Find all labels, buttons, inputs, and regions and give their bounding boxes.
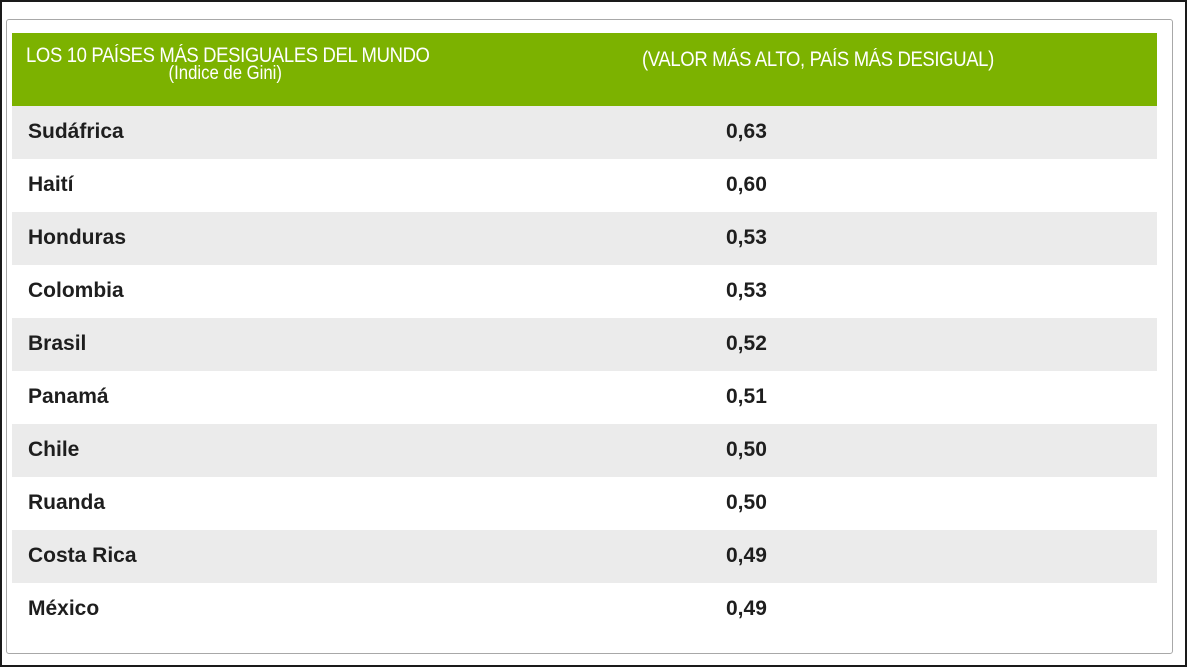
country-cell: Panamá [28,385,109,408]
gini-value-cell: 0,63 [726,120,767,143]
gini-value-cell: 0,60 [726,173,767,196]
table-row: Honduras 0,53 [12,212,1157,265]
gini-value-cell: 0,52 [726,332,767,355]
country-cell: Colombia [28,279,124,302]
table-row: Colombia 0,53 [12,265,1157,318]
header-country-title: LOS 10 PAÍSES MÁS DESIGUALES DEL MUNDO [26,44,430,67]
gini-value-cell: 0,50 [726,491,767,514]
gini-table: LOS 10 PAÍSES MÁS DESIGUALES DEL MUNDO (… [12,33,1157,636]
gini-value-cell: 0,49 [726,544,767,567]
country-cell: Ruanda [28,491,106,514]
table-row: México 0,49 [12,583,1157,636]
country-cell: Chile [28,438,80,461]
header-country-column: LOS 10 PAÍSES MÁS DESIGUALES DEL MUNDO (… [26,44,526,84]
table-body: Sudáfrica 0,63 Haití 0,60 Honduras 0,53 Colomb… [12,106,1157,636]
gini-value-cell: 0,53 [726,279,767,302]
table-row: Ruanda 0,50 [12,477,1157,530]
table-row: Costa Rica 0,49 [12,530,1157,583]
country-cell: Brasil [28,332,87,355]
country-cell: Costa Rica [28,544,137,567]
country-cell: México [28,597,100,620]
country-cell: Haití [28,173,74,196]
table-row: Panamá 0,51 [12,371,1157,424]
table-row: Chile 0,50 [12,424,1157,477]
gini-value-cell: 0,49 [726,597,767,620]
table-header: LOS 10 PAÍSES MÁS DESIGUALES DEL MUNDO (… [12,33,1157,106]
table-row: Haití 0,60 [12,159,1157,212]
table-row: Sudáfrica 0,63 [12,106,1157,159]
gini-value-cell: 0,53 [726,226,767,249]
table-row: Brasil 0,52 [12,318,1157,371]
header-value-title: (VALOR MÁS ALTO, PAÍS MÁS DESIGUAL) [642,48,994,71]
gini-value-cell: 0,50 [726,438,767,461]
header-country-subtitle: (Indice de Gini) [168,63,282,84]
country-cell: Sudáfrica [28,120,124,143]
country-cell: Honduras [28,226,127,249]
gini-value-cell: 0,51 [726,385,767,408]
